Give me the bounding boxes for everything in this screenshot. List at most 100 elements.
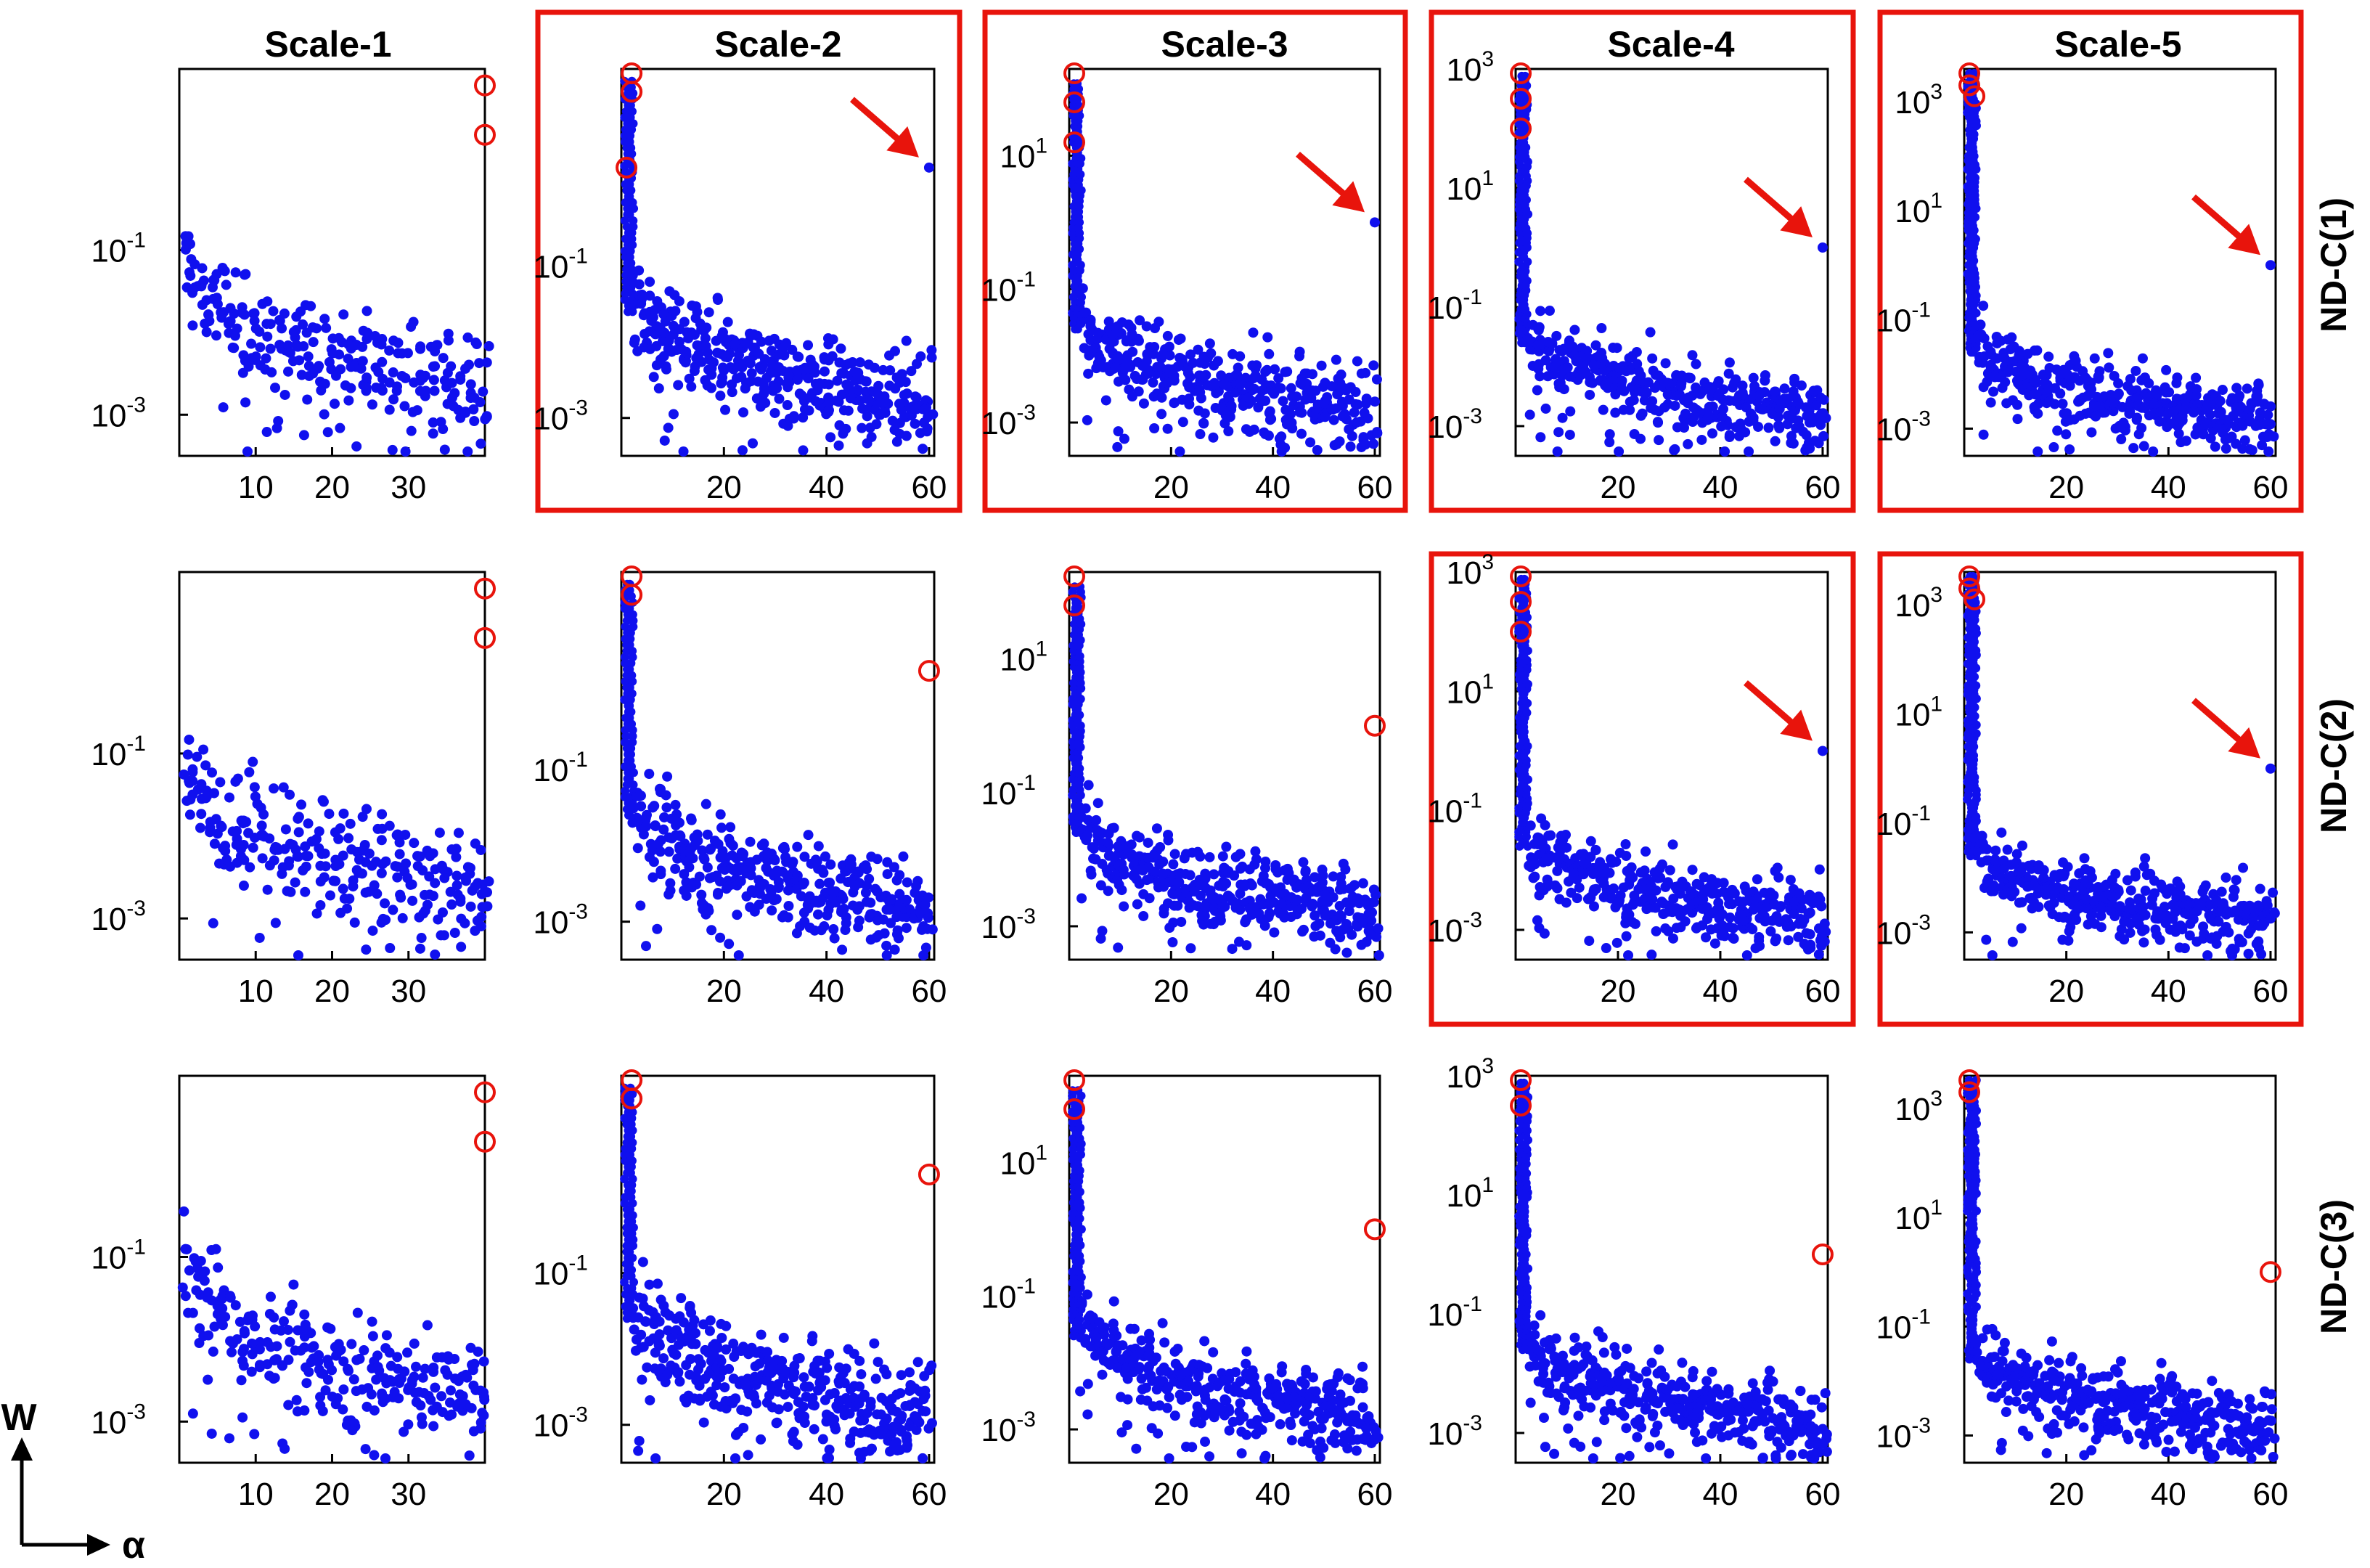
data-point: [1724, 921, 1735, 932]
data-point: [1296, 904, 1307, 915]
data-point: [439, 873, 450, 883]
data-point: [319, 314, 330, 324]
data-point: [1565, 406, 1576, 417]
data-point: [469, 415, 480, 426]
data-point: [250, 1321, 261, 1332]
y-tick-label: 10-3: [533, 396, 588, 437]
data-point: [232, 773, 243, 784]
x-tick-label: 60: [1357, 470, 1393, 505]
data-point: [264, 833, 275, 844]
data-point: [478, 386, 489, 397]
data-point: [1215, 911, 1226, 922]
data-point: [343, 395, 354, 406]
data-point: [1198, 418, 1209, 429]
data-point: [2265, 401, 2276, 412]
data-point: [1621, 851, 1632, 862]
data-point: [1716, 930, 1727, 941]
data-point: [1818, 408, 1828, 419]
data-point: [782, 400, 793, 411]
data-point: [1103, 837, 1114, 848]
data-point: [1263, 430, 1274, 441]
data-point: [293, 852, 304, 862]
data-point: [338, 309, 349, 320]
data-point: [388, 394, 399, 405]
data-point: [2057, 399, 2068, 409]
data-point: [206, 1428, 217, 1439]
data-point: [1670, 400, 1680, 411]
data-point: [1773, 872, 1784, 883]
x-tick-label: 20: [706, 470, 742, 505]
data-point: [825, 859, 836, 870]
scatter-points: [1514, 71, 1831, 457]
data-point: [1244, 864, 1255, 875]
data-point: [647, 872, 658, 883]
data-point: [392, 872, 403, 883]
data-point: [308, 1341, 319, 1352]
data-point: [691, 879, 702, 890]
data-point: [1253, 402, 1264, 413]
data-point: [1982, 844, 1993, 854]
data-point: [268, 306, 279, 317]
data-point: [682, 327, 692, 338]
data-point: [1335, 910, 1346, 920]
data-point: [361, 306, 372, 317]
data-point: [885, 365, 896, 376]
data-point: [665, 878, 676, 889]
data-point: [2140, 853, 2151, 864]
data-point: [1717, 411, 1728, 422]
data-point: [192, 751, 203, 762]
data-point: [1707, 382, 1717, 393]
data-point: [1082, 830, 1093, 841]
data-point: [1199, 910, 1210, 921]
data-point: [324, 890, 335, 901]
data-point: [262, 331, 273, 342]
data-point: [2263, 446, 2274, 457]
data-point: [262, 296, 273, 307]
data-point: [1567, 341, 1578, 352]
data-point: [361, 333, 372, 344]
data-point: [2032, 345, 2043, 356]
data-point: [1209, 379, 1219, 390]
data-point: [308, 337, 319, 348]
data-point: [195, 822, 206, 833]
data-point: [1112, 875, 1123, 886]
data-point: [1157, 868, 1168, 879]
data-point: [1188, 357, 1198, 368]
data-point: [1788, 386, 1799, 397]
x-tick-label: 60: [911, 973, 947, 1009]
data-point: [671, 345, 682, 356]
outlier-circle-marker: [621, 81, 643, 103]
data-point: [823, 379, 834, 390]
y-tick-label: 10-1: [981, 771, 1036, 812]
data-point: [366, 1389, 377, 1400]
arrow-head-icon: [1780, 206, 1813, 237]
data-point: [1126, 322, 1137, 333]
data-point: [928, 409, 939, 420]
data-point: [871, 932, 882, 943]
data-point: [860, 376, 871, 387]
data-point: [1097, 926, 1108, 936]
data-point: [1133, 335, 1144, 346]
data-point: [465, 901, 476, 912]
data-point: [824, 405, 835, 416]
data-point: [201, 327, 212, 338]
data-point: [1569, 324, 1580, 335]
data-point: [769, 895, 780, 906]
data-point: [1085, 314, 1096, 325]
x-tick-label: 30: [391, 1477, 426, 1512]
data-point: [893, 933, 904, 944]
y-tick-label: 10-1: [91, 228, 146, 269]
data-point: [900, 377, 911, 388]
data-point: [2204, 409, 2215, 420]
data-point: [240, 397, 251, 408]
data-point: [1604, 437, 1615, 448]
data-point: [1792, 396, 1803, 407]
data-point: [1143, 368, 1154, 379]
data-point: [1184, 393, 1195, 404]
data-point: [685, 847, 695, 858]
data-point: [1585, 836, 1596, 846]
data-point: [1540, 403, 1551, 414]
data-point: [451, 844, 462, 854]
data-point: [372, 823, 383, 834]
